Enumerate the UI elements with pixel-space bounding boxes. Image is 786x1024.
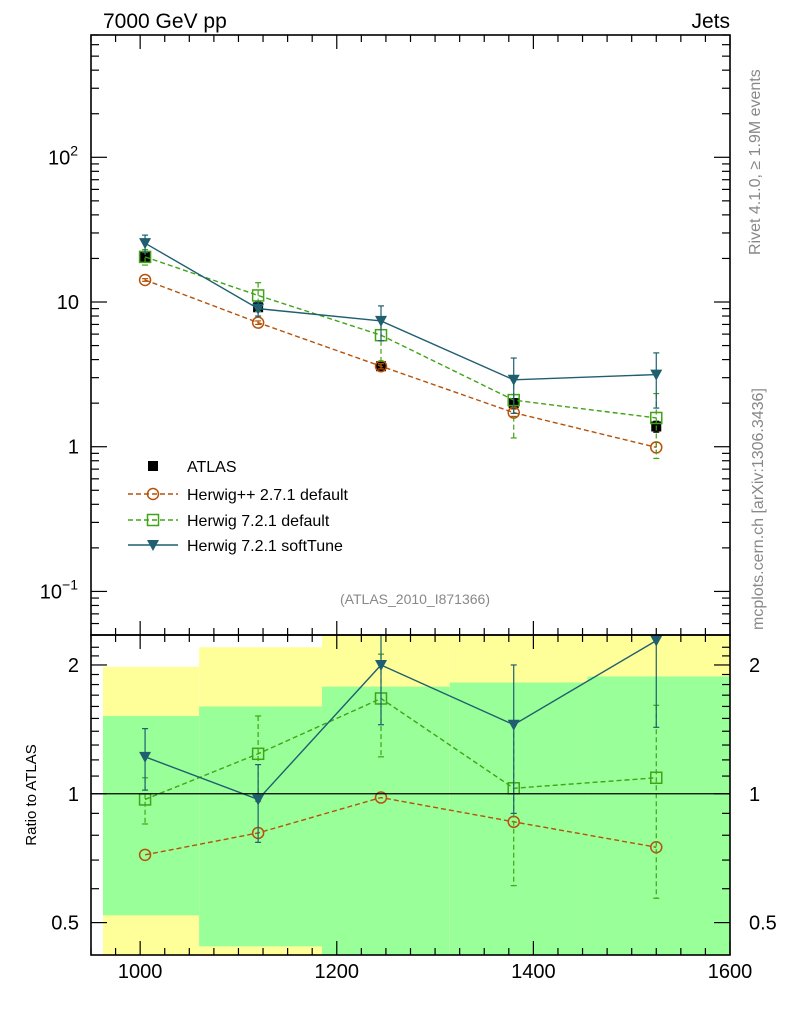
ratio-data-point — [139, 751, 152, 763]
legend-marker — [146, 513, 160, 527]
data-point — [251, 289, 265, 302]
ratio-y-tick-label: 0.5 — [51, 913, 79, 935]
main-y-tick-label: 10 — [57, 292, 79, 314]
ratio-data-point — [251, 747, 265, 761]
ratio-y-tick-label: 2 — [68, 655, 79, 677]
series-atlas — [140, 251, 662, 433]
series-herwig-7-2-1-default — [138, 249, 663, 460]
main-y-tick-label: 1 — [68, 437, 79, 459]
ratio-band-green — [103, 715, 200, 916]
header-right: Jets — [691, 10, 730, 33]
series-line — [144, 279, 657, 449]
x-tick-label: 1200 — [315, 961, 360, 983]
legend-entry: Herwig 7.2.1 default — [128, 513, 330, 530]
rivet-version-label: Rivet 4.1.0, ≥ 1.9M events — [747, 69, 764, 255]
ratio-data-point — [138, 848, 152, 862]
main-y-tick-label: 102 — [48, 142, 78, 169]
data-point — [252, 303, 265, 315]
data-point — [138, 273, 152, 287]
ratio-panel-frame — [90, 634, 731, 956]
legend-entry: Herwig++ 2.7.1 default — [128, 487, 349, 504]
mcplots-label: mcplots.cern.ch [arXiv:1306.3436] — [750, 388, 767, 630]
legend-marker — [146, 487, 160, 501]
data-point — [251, 316, 265, 329]
data-point — [139, 238, 152, 250]
ratio-data-point — [650, 771, 663, 785]
series-line — [144, 256, 657, 419]
data-point — [650, 411, 663, 425]
x-tick-label: 1400 — [511, 961, 556, 983]
legend-entry: Herwig 7.2.1 softTune — [128, 538, 343, 555]
ratio-data-point — [650, 635, 663, 647]
x-tick-label: 1000 — [118, 961, 163, 983]
ratio-band-green — [587, 676, 730, 955]
ratio-y-tick-label-right: 0.5 — [749, 913, 777, 935]
legend-label: Herwig 7.2.1 default — [187, 513, 330, 530]
ratio-band-green — [322, 686, 450, 955]
analysis-id: (ATLAS_2010_I871366) — [340, 591, 490, 607]
legend-label: Herwig++ 2.7.1 default — [187, 487, 349, 504]
data-point — [650, 369, 663, 381]
series-herwig-2-7-1-default — [138, 273, 663, 454]
ratio-data-point — [375, 659, 388, 671]
ratio-band-green — [199, 706, 323, 947]
main-y-tick-labels: 10−1 1 10 102 — [40, 142, 79, 603]
ratio-y-tick-label: 1 — [68, 784, 79, 806]
main-y-tick-label: 10−1 — [40, 576, 78, 603]
data-point — [375, 315, 388, 327]
legend-label: Herwig 7.2.1 softTune — [187, 538, 343, 555]
legend-marker — [148, 461, 158, 471]
ratio-uncertainty-bands — [103, 635, 730, 955]
ratio-data-point — [507, 719, 520, 731]
data-point — [507, 374, 520, 386]
ratio-data-point — [252, 794, 265, 806]
legend-label: ATLAS — [187, 459, 237, 476]
ratio-series-line — [144, 796, 657, 856]
series-line — [144, 242, 657, 381]
legend-marker — [147, 540, 159, 551]
ratio-y-axis-label: Ratio to ATLAS — [23, 744, 40, 845]
series-herwig-7-2-1-softtune — [139, 234, 663, 414]
legend-entry: ATLAS — [148, 459, 237, 476]
ratio-y-tick-label-right: 1 — [749, 784, 760, 806]
ratio-y-tick-labels: 0.5 0.5 1 1 2 2 — [51, 655, 777, 935]
main-panel-series — [138, 234, 663, 460]
ratio-data-point — [374, 791, 388, 804]
ratio-y-tick-label-right: 2 — [749, 655, 760, 677]
x-tick-label: 1600 — [708, 961, 753, 983]
x-tick-labels: 1000 1200 1400 1600 — [118, 961, 752, 983]
ratio-series-herwig-7-2-1-softtune — [139, 634, 663, 843]
data-point — [140, 251, 151, 262]
header-left: 7000 GeV pp — [103, 10, 227, 33]
legend: ATLAS Herwig++ 2.7.1 default Herwig 7.2.1 … — [128, 459, 349, 555]
